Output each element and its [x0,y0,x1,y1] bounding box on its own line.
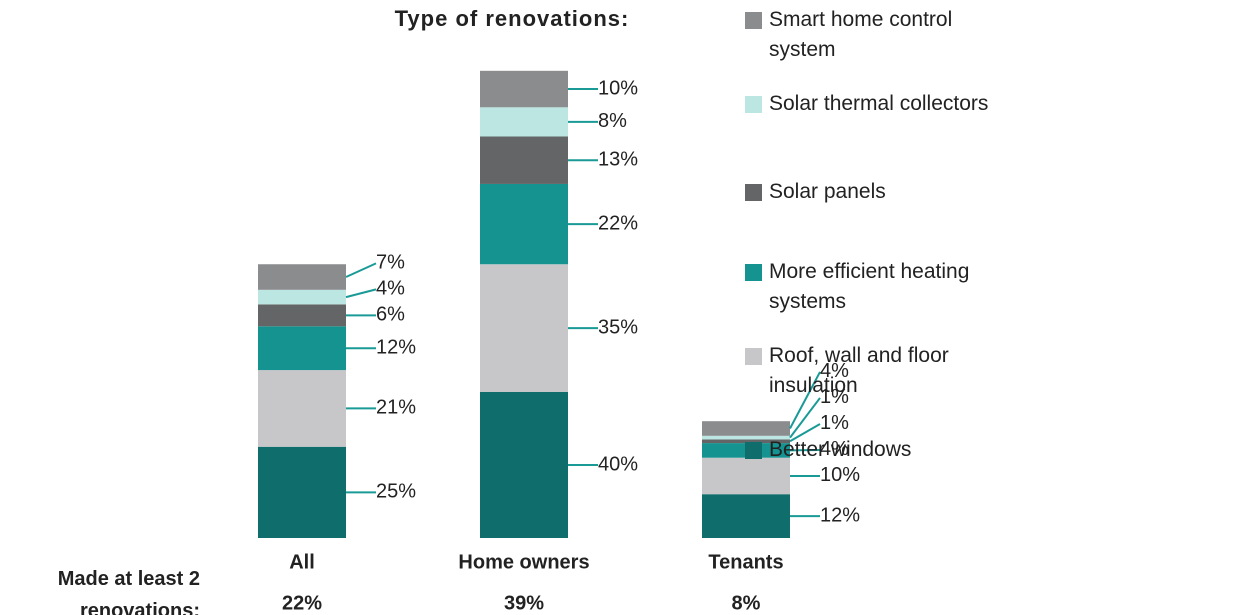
footer-value: 39% [504,592,544,614]
data-label: 1% [820,412,849,434]
bar-segment [258,370,346,447]
data-label: 35% [598,316,638,338]
bar-segment [480,392,568,538]
leader-line [789,371,821,429]
chart-title: Type of renovations: [395,6,630,31]
legend-swatch [745,96,762,113]
bar-segment [702,435,790,440]
data-label: 4% [820,360,849,382]
bar-segment [258,446,346,538]
data-label: 10% [820,464,860,486]
data-label: 12% [376,336,416,358]
legend-swatch [745,184,762,201]
data-label: 8% [598,110,627,132]
legend-item: Solar panels [745,177,1019,207]
legend-item: Roof, wall and floor insulation [745,341,1019,401]
bar-segment [480,107,568,137]
legend-label: Solar panels [769,180,886,203]
data-label: 22% [598,212,638,234]
legend-label: Roof, wall and floor insulation [769,344,949,397]
bar-segment [258,304,346,327]
legend-item: Solar thermal collectors [745,89,1019,119]
bar-segment [258,326,346,371]
bar-segment [702,457,790,495]
bar-segment [702,421,790,436]
category-label: All [289,551,315,573]
legend-swatch [745,348,762,365]
data-label: 4% [376,278,405,300]
bar-segment [480,70,568,108]
bar-segment [258,289,346,305]
legend-label: Better windows [769,438,912,461]
data-label: 4% [820,438,849,460]
leader-line [789,397,821,439]
category-label: Home owners [458,551,589,573]
bar-segment [702,439,790,444]
data-label: 7% [376,252,405,274]
legend-label: More efficient heating systems [769,260,970,313]
data-label: 10% [598,77,638,99]
data-label: 40% [598,453,638,475]
data-label: 25% [376,481,416,503]
data-label: 1% [820,386,849,408]
footer-value: 8% [732,592,761,614]
bar-segment [480,136,568,184]
legend-swatch [745,12,762,29]
bar-segment [258,264,346,290]
legend-label: Smart home control system [769,8,953,61]
footer-value: 22% [282,592,322,614]
data-label: 21% [376,397,416,419]
leader-line [345,288,377,299]
category-label: Tenants [708,551,783,573]
legend-label: Solar thermal collectors [769,92,989,115]
leader-line [345,262,377,278]
legend-item: Smart home control system [745,5,1019,65]
data-label: 6% [376,304,405,326]
legend-swatch [745,442,762,459]
bar-segment [702,494,790,538]
leader-line [789,423,821,443]
legend-swatch [745,264,762,281]
legend-item: Better windows [745,435,1019,465]
bar-segment [480,264,568,392]
footer-label: Made at least 2 renovations: [57,568,200,615]
data-label: 12% [820,504,860,526]
data-label: 13% [598,149,638,171]
legend-item: More efficient heating systems [745,257,1019,317]
bar-segment [480,183,568,265]
